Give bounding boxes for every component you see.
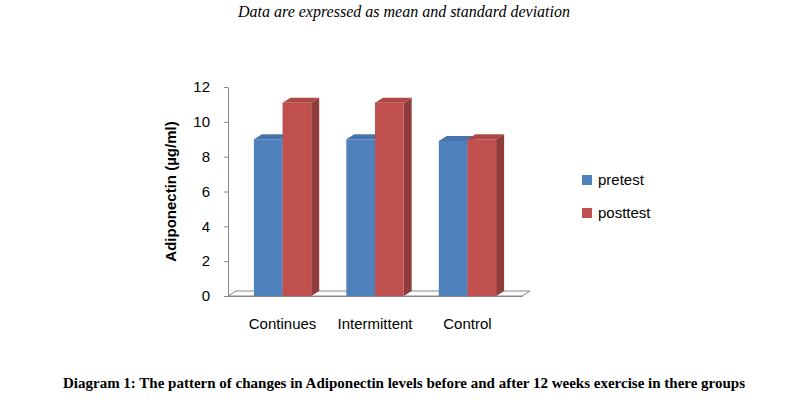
bar-group	[283, 98, 320, 296]
y-tick-mark	[224, 226, 228, 227]
y-tick: 6	[202, 183, 228, 200]
legend: pretest posttest	[582, 171, 651, 221]
bar	[375, 103, 404, 296]
y-tick: 12	[193, 78, 228, 95]
y-tick-mark	[224, 296, 228, 297]
y-axis: 0 2 4 6 8 10 12	[193, 78, 228, 304]
bar	[467, 139, 496, 296]
x-axis-line	[229, 296, 523, 297]
y-tick-label: 4	[202, 218, 210, 235]
y-tick: 10	[193, 113, 228, 130]
bar-group	[375, 98, 412, 296]
y-tick-label: 2	[202, 252, 210, 269]
y-axis-title: Adiponectin (µg/ml)	[162, 121, 179, 261]
subtitle: Data are expressed as mean and standard …	[237, 3, 570, 21]
bar	[283, 103, 312, 296]
legend-label: posttest	[598, 204, 651, 221]
y-tick: 4	[202, 218, 228, 235]
y-tick-label: 12	[193, 78, 210, 95]
y-tick: 0	[202, 287, 228, 304]
bar-top	[375, 98, 412, 103]
y-tick-label: 10	[193, 113, 210, 130]
bar-top	[467, 134, 504, 139]
y-tick: 2	[202, 252, 228, 269]
y-tick-label: 8	[202, 148, 210, 165]
bar	[346, 139, 375, 296]
legend-swatch	[582, 175, 592, 185]
bar	[439, 141, 468, 296]
y-tick-mark	[224, 192, 228, 193]
legend-item: pretest	[582, 171, 645, 188]
title: Diagram 1: The pattern of changes in Adi…	[63, 375, 745, 391]
y-tick-label: 0	[202, 287, 210, 304]
x-tick: Intermittent	[337, 296, 413, 332]
y-tick-mark	[224, 122, 228, 123]
bar-side	[404, 98, 412, 296]
legend-swatch	[582, 208, 592, 218]
y-tick-mark	[224, 261, 228, 262]
y-tick-mark	[224, 87, 228, 88]
y-tick: 8	[202, 148, 228, 165]
x-tick-label: Continues	[249, 315, 317, 332]
legend-label: pretest	[598, 171, 645, 188]
y-tick-label: 6	[202, 183, 210, 200]
y-axis-line	[228, 88, 229, 297]
x-tick: Continues	[249, 296, 317, 332]
x-tick-label: Intermittent	[337, 315, 413, 332]
legend-item: posttest	[582, 204, 651, 221]
bar	[254, 139, 283, 296]
bars	[254, 98, 504, 296]
chart: Data are expressed as mean and standard …	[0, 0, 808, 414]
x-tick: Control	[443, 296, 491, 332]
x-tick-label: Control	[443, 315, 491, 332]
bar-side	[311, 98, 319, 296]
bar-group	[467, 134, 504, 296]
bar-top	[283, 98, 320, 103]
bar-side	[496, 134, 504, 296]
x-axis: Continues Intermittent Control	[229, 296, 523, 332]
y-tick-mark	[224, 157, 228, 158]
